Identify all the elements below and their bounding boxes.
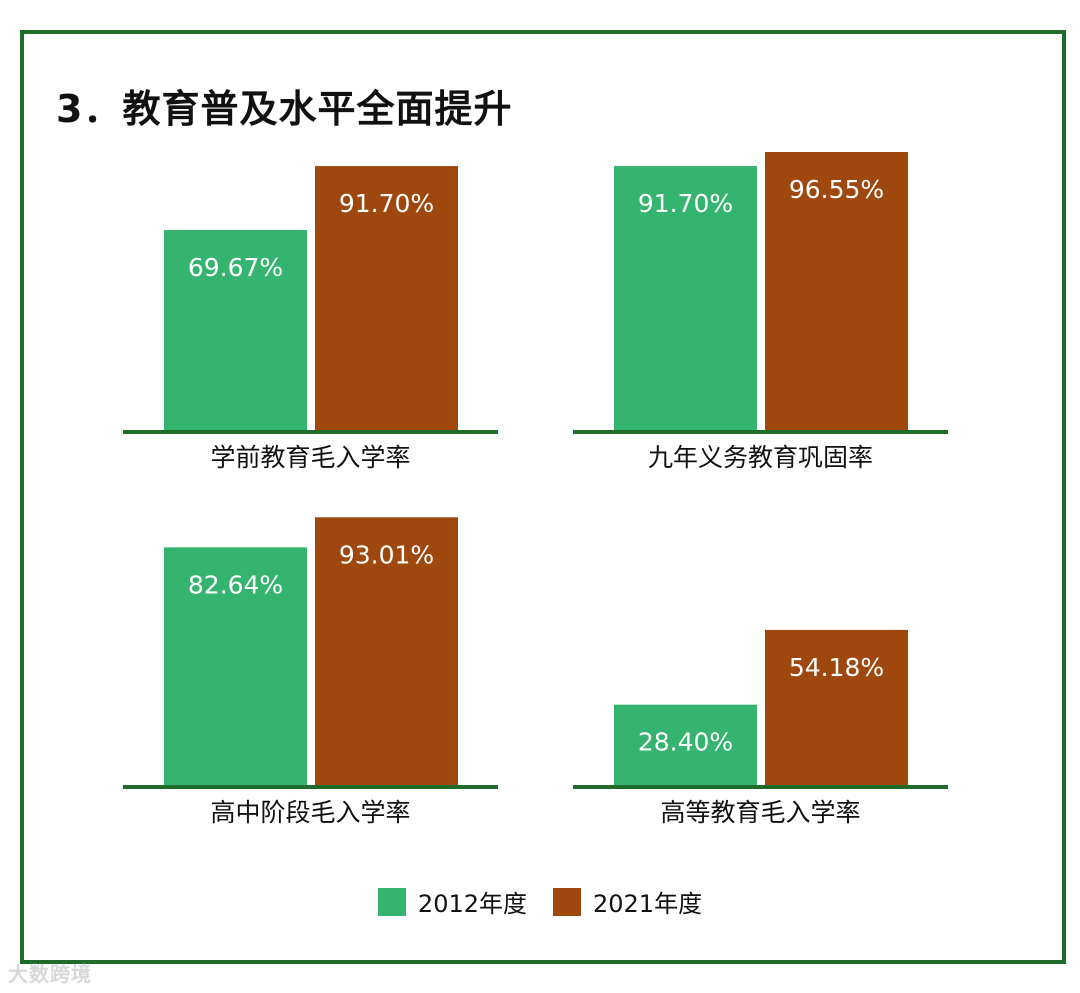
category-label-compulsory: 九年义务教育巩固率 bbox=[648, 443, 873, 472]
bar-preschool-2012 bbox=[164, 229, 307, 432]
legend-label-2012: 2012年度 bbox=[417, 890, 527, 918]
legend: 2012年度 2021年度 bbox=[0, 884, 1080, 919]
legend-swatch-2012 bbox=[377, 887, 406, 916]
legend-swatch-2021 bbox=[553, 887, 581, 916]
category-label-higher-ed: 高等教育毛入学率 bbox=[660, 798, 860, 827]
category-label-preschool: 学前教育毛入学率 bbox=[210, 443, 410, 472]
bar-higher-ed-2012 bbox=[614, 704, 757, 787]
data-label-higher-ed-2021: 54.18% bbox=[789, 653, 884, 682]
bar-highschool-2012 bbox=[164, 547, 307, 787]
data-label-compulsory-2021: 96.55% bbox=[789, 175, 884, 204]
chart-frame bbox=[20, 30, 1066, 964]
category-label-highschool: 高中阶段毛入学率 bbox=[210, 798, 410, 827]
legend-label-2021: 2021年度 bbox=[593, 890, 703, 918]
data-label-highschool-2021: 93.01% bbox=[339, 540, 434, 569]
bar-compulsory-2021 bbox=[765, 152, 908, 432]
chart-panel-preschool: 69.67% 91.70% 学前教育毛入学率 bbox=[123, 166, 498, 472]
data-label-preschool-2021: 91.70% bbox=[339, 189, 434, 218]
chart-panel-higher-ed: 28.40% 54.18% 高等教育毛入学率 bbox=[573, 629, 948, 827]
chart-panel-compulsory: 91.70% 96.55% 九年义务教育巩固率 bbox=[573, 152, 948, 472]
data-label-higher-ed-2012: 28.40% bbox=[638, 728, 733, 757]
bar-compulsory-2012 bbox=[614, 166, 757, 432]
watermark-logo: 大数跨境 bbox=[8, 962, 92, 986]
chart-panel-highschool: 82.64% 93.01% 高中阶段毛入学率 bbox=[123, 517, 498, 827]
legend-item-2021: 2021年度 bbox=[553, 884, 702, 919]
bar-preschool-2021 bbox=[315, 166, 458, 432]
bar-highschool-2021 bbox=[315, 517, 458, 787]
page-title: 3．教育普及水平全面提升 bbox=[56, 87, 513, 131]
bar-higher-ed-2021 bbox=[765, 629, 908, 787]
data-label-preschool-2012: 69.67% bbox=[188, 253, 283, 282]
legend-item-2012: 2012年度 bbox=[377, 884, 527, 919]
data-label-highschool-2012: 82.64% bbox=[188, 570, 283, 599]
data-label-compulsory-2012: 91.70% bbox=[638, 189, 733, 218]
